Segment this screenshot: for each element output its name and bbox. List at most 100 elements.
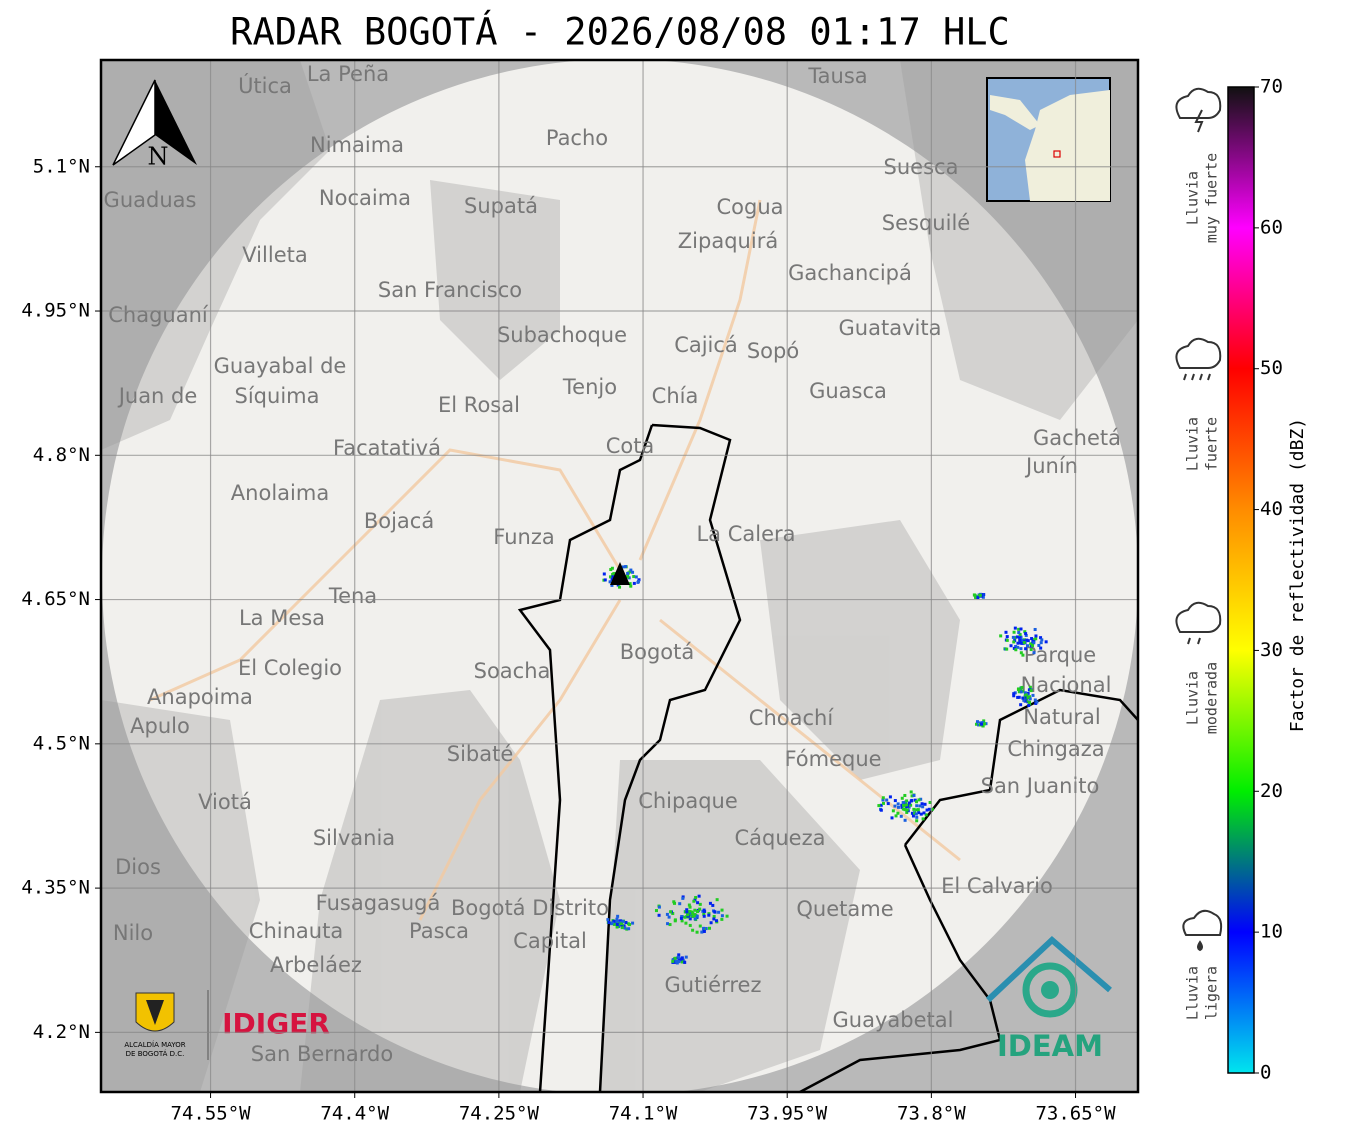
radar-echo bbox=[1030, 637, 1034, 641]
radar-echo bbox=[1024, 647, 1028, 651]
place-label: Chipaque bbox=[638, 789, 738, 813]
radar-echo bbox=[625, 927, 629, 931]
radar-echo bbox=[974, 595, 978, 599]
place-label: Choachí bbox=[749, 706, 835, 730]
radar-echo bbox=[930, 807, 934, 811]
radar-echo bbox=[921, 817, 925, 821]
y-tick-label: 5.1°N bbox=[33, 155, 90, 177]
radar-echo bbox=[900, 805, 904, 809]
place-label: Gachetá bbox=[1033, 426, 1121, 450]
radar-echo bbox=[602, 572, 606, 576]
radar-echo bbox=[717, 910, 721, 914]
radar-echo bbox=[1022, 641, 1026, 645]
place-label: Dios bbox=[115, 855, 161, 879]
radar-echo bbox=[702, 914, 706, 918]
radar-echo bbox=[603, 578, 607, 582]
radar-echo bbox=[1005, 638, 1009, 642]
radar-echo bbox=[1024, 632, 1028, 636]
radar-echo bbox=[901, 807, 905, 811]
x-tick-label: 74.1°W bbox=[609, 1103, 678, 1125]
radar-echo bbox=[1026, 695, 1030, 699]
place-label: La Calera bbox=[696, 522, 795, 546]
radar-echo bbox=[618, 585, 622, 589]
radar-echo bbox=[654, 909, 658, 913]
place-label: Juan de bbox=[117, 384, 198, 408]
radar-echo bbox=[709, 921, 713, 925]
radar-echo bbox=[720, 908, 724, 912]
radar-echo bbox=[1021, 653, 1025, 657]
place-label: Villeta bbox=[242, 243, 307, 267]
radar-echo bbox=[708, 901, 712, 905]
alcaldia-text: ALCALDÍA MAYOR bbox=[124, 1040, 185, 1049]
radar-echo bbox=[1027, 700, 1031, 704]
radar-echo bbox=[628, 582, 632, 586]
radar-echo bbox=[675, 959, 679, 963]
rain-icons bbox=[1175, 87, 1223, 952]
radar-echo bbox=[629, 584, 633, 588]
place-label: Tausa bbox=[807, 64, 867, 88]
radar-echo bbox=[1004, 630, 1008, 634]
rain-level-label: Lluvia bbox=[1184, 417, 1202, 471]
x-tick-label: 73.65°W bbox=[1035, 1103, 1116, 1125]
radar-echo bbox=[1029, 689, 1033, 693]
radar-echo bbox=[1016, 687, 1020, 691]
radar-echo bbox=[899, 814, 903, 818]
radar-echo bbox=[609, 568, 613, 572]
y-tick-label: 4.2°N bbox=[33, 1021, 90, 1043]
radar-echo bbox=[912, 793, 916, 797]
place-label: Cota bbox=[606, 434, 655, 458]
radar-echo bbox=[668, 923, 672, 927]
place-label: Anolaima bbox=[231, 481, 329, 505]
place-label: Tenjo bbox=[562, 375, 617, 399]
idiger-logo: IDIGER bbox=[222, 1007, 330, 1040]
y-tick-label: 4.5°N bbox=[33, 732, 90, 754]
place-label: Síquima bbox=[235, 384, 320, 408]
place-label: Guayabetal bbox=[833, 1008, 954, 1032]
radar-echo bbox=[1005, 635, 1009, 639]
place-label: Guasca bbox=[809, 379, 887, 403]
radar-echo bbox=[694, 896, 698, 900]
x-tick-label: 73.95°W bbox=[747, 1103, 828, 1125]
radar-echo bbox=[620, 922, 624, 926]
place-label: Fusagasugá bbox=[316, 891, 441, 915]
radar-echo bbox=[1017, 695, 1021, 699]
place-label: El Calvario bbox=[941, 874, 1053, 898]
x-tick-label: 74.25°W bbox=[459, 1103, 540, 1125]
radar-echo bbox=[917, 811, 921, 815]
radar-echo bbox=[900, 796, 904, 800]
radar-echo bbox=[913, 798, 917, 802]
colorbar-tick-label: 30 bbox=[1260, 639, 1283, 661]
place-label: Fómeque bbox=[784, 747, 881, 771]
radar-echo bbox=[637, 578, 641, 582]
radar-echo bbox=[696, 901, 700, 905]
radar-echo bbox=[1040, 638, 1044, 642]
radar-echo bbox=[693, 908, 697, 912]
place-label: Útica bbox=[238, 73, 292, 98]
radar-echo bbox=[1028, 685, 1032, 689]
radar-echo bbox=[691, 912, 695, 916]
radar-echo bbox=[1018, 636, 1022, 640]
radar-echo bbox=[1012, 640, 1016, 644]
radar-echo bbox=[881, 796, 885, 800]
radar-echo bbox=[881, 798, 885, 802]
radar-echo bbox=[673, 919, 677, 923]
place-label: Capital bbox=[513, 929, 587, 953]
radar-echo bbox=[679, 916, 683, 920]
place-label: Pacho bbox=[546, 126, 608, 150]
radar-echo bbox=[1032, 641, 1036, 645]
radar-echo bbox=[1028, 702, 1032, 706]
radar-echo bbox=[915, 819, 919, 823]
place-label: La Mesa bbox=[239, 606, 325, 630]
place-label: La Peña bbox=[307, 62, 389, 86]
radar-echo bbox=[981, 724, 985, 728]
radar-echo bbox=[922, 811, 926, 815]
radar-echo bbox=[616, 914, 620, 918]
radar-echo bbox=[1027, 703, 1031, 707]
map: La Peña Útica Tausa Pacho Nimaima Guaduas Noca… bbox=[101, 60, 1138, 1092]
colorbar-tick-label: 40 bbox=[1260, 498, 1283, 520]
rain-level-label: Lluvia bbox=[1184, 966, 1202, 1020]
place-label: Bojacá bbox=[364, 509, 434, 533]
map-frame bbox=[99, 58, 1140, 1094]
radar-echo bbox=[688, 917, 692, 921]
radar-echo bbox=[616, 583, 620, 587]
